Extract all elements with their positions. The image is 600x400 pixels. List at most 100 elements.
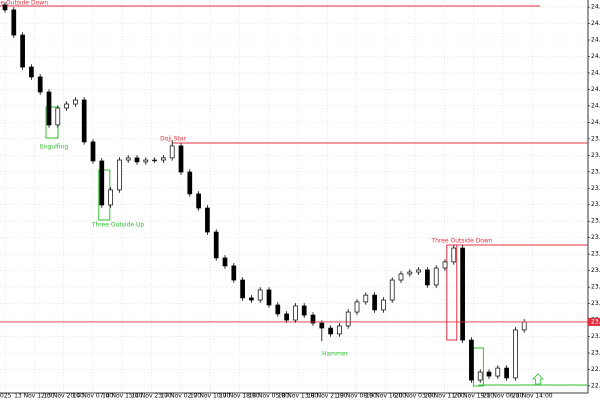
y-tick-label: 23.68 <box>591 201 600 208</box>
candle-body <box>222 257 228 267</box>
y-tick-label: 23.54 <box>591 234 600 241</box>
candle-body <box>205 207 210 233</box>
y-tick-label: 23.89 <box>591 152 600 159</box>
candle-body <box>152 159 157 162</box>
candle-body <box>513 329 518 379</box>
candle-body <box>328 327 333 335</box>
candle-body <box>354 301 360 313</box>
x-tick-label: 21 Nov 06:00 <box>483 393 524 400</box>
candle-body <box>460 247 465 341</box>
y-tick-label: 24.45 <box>591 20 600 27</box>
candle-body <box>90 141 96 162</box>
y-tick-label: 24.52 <box>591 4 600 11</box>
candle-body <box>477 371 483 381</box>
candle-body <box>345 311 351 327</box>
candle-body <box>125 157 131 161</box>
x-tick-label: 025 <box>0 393 12 400</box>
candle-body <box>469 339 474 381</box>
x-tick-label: 13 Nov 12:00 <box>14 393 55 400</box>
candle-body <box>266 289 272 306</box>
candle-body <box>249 297 254 301</box>
y-tick-label: 24.38 <box>591 37 600 44</box>
candle-body <box>240 279 245 299</box>
y-tick-label: 23.47 <box>591 251 600 258</box>
candle-body <box>257 289 263 301</box>
pattern-label: Three Outside Down <box>430 238 492 245</box>
candle-body <box>398 273 404 281</box>
x-tick-label: 20 Nov 03:00 <box>395 393 436 400</box>
candle-body <box>161 157 166 161</box>
candle-body <box>29 66 34 78</box>
x-tick-label: 18 Nov 05:00 <box>248 393 289 400</box>
candle-body <box>275 304 281 315</box>
candle-body <box>372 294 377 311</box>
candle-body <box>46 91 52 126</box>
candle-body <box>495 367 501 377</box>
x-tick-label: 17 Nov 18:00 <box>219 393 260 400</box>
candle-body <box>389 279 395 301</box>
candle-body <box>310 314 316 324</box>
y-tick-label: 24.17 <box>591 86 600 93</box>
x-tick-label: 20 Nov 19:00 <box>454 393 495 400</box>
y-tick-label: 23.05 <box>591 349 600 356</box>
y-tick-label: 24.1 <box>591 102 600 109</box>
candle-body <box>521 321 527 331</box>
candle-body <box>337 325 342 335</box>
candle-body <box>134 157 140 163</box>
x-tick-label: 21 Nov 14:00 <box>512 393 553 400</box>
candle-body <box>433 267 439 286</box>
y-tick-label: 22.91 <box>591 382 600 389</box>
y-tick-label: 23.26 <box>591 300 600 307</box>
candle-body <box>37 76 43 93</box>
candle-body <box>81 99 87 143</box>
candle-body <box>55 107 61 126</box>
x-tick-label: 14 Nov 15:00 <box>102 393 143 400</box>
pattern-label: Three Outside Down <box>0 0 48 7</box>
x-tick-label: 18 Nov 21:00 <box>307 393 348 400</box>
candle-body <box>293 305 298 321</box>
x-tick-label: 19 Nov 16:00 <box>366 393 407 400</box>
y-tick-label: 22.98 <box>591 366 600 373</box>
candle-body <box>117 159 122 191</box>
candle-body <box>11 9 17 36</box>
candle-body <box>73 99 78 105</box>
candle-body <box>2 4 8 11</box>
y-tick-label: 23.33 <box>591 284 600 291</box>
candle-body <box>301 305 307 316</box>
y-tick-label: 23.82 <box>591 168 600 175</box>
candle-body <box>504 367 509 379</box>
pattern-label: Doji Star <box>160 136 186 143</box>
candle-body <box>319 322 325 329</box>
candle-body <box>178 145 184 173</box>
pattern-box <box>446 244 458 341</box>
candle-body <box>231 265 237 281</box>
candle-body <box>64 103 69 109</box>
candle-body <box>407 271 413 275</box>
pattern-label: Hammer <box>322 351 349 358</box>
candle-body <box>451 247 457 263</box>
x-tick-label: 17 Nov 02:00 <box>161 393 202 400</box>
y-tick-label: 23.96 <box>591 135 600 142</box>
candle-body <box>416 269 421 273</box>
candle-body <box>99 160 105 206</box>
candle-body <box>442 261 448 269</box>
y-tick-label: 24.03 <box>591 119 600 126</box>
candle-body <box>108 189 113 206</box>
candle-body <box>284 313 289 321</box>
x-tick-label: 14 Nov 07:00 <box>73 393 114 400</box>
x-tick-label: 19 Nov 08:00 <box>336 393 377 400</box>
y-tick-label: 23.12 <box>591 333 600 340</box>
candle-body <box>20 34 25 68</box>
y-tick-label: 23.4 <box>591 267 600 274</box>
x-tick-label: 20 Nov 11:00 <box>424 393 465 400</box>
y-tick-label: 24.31 <box>591 53 600 60</box>
candle-body <box>363 294 369 303</box>
x-tick-label: 14 Nov 23:00 <box>131 393 172 400</box>
y-tick-label: 24.24 <box>591 69 600 76</box>
pattern-label: Three Outside Up <box>91 222 145 229</box>
pattern-label: Engulfing <box>40 144 68 151</box>
up-arrow <box>532 373 544 385</box>
candle-body <box>381 299 386 311</box>
